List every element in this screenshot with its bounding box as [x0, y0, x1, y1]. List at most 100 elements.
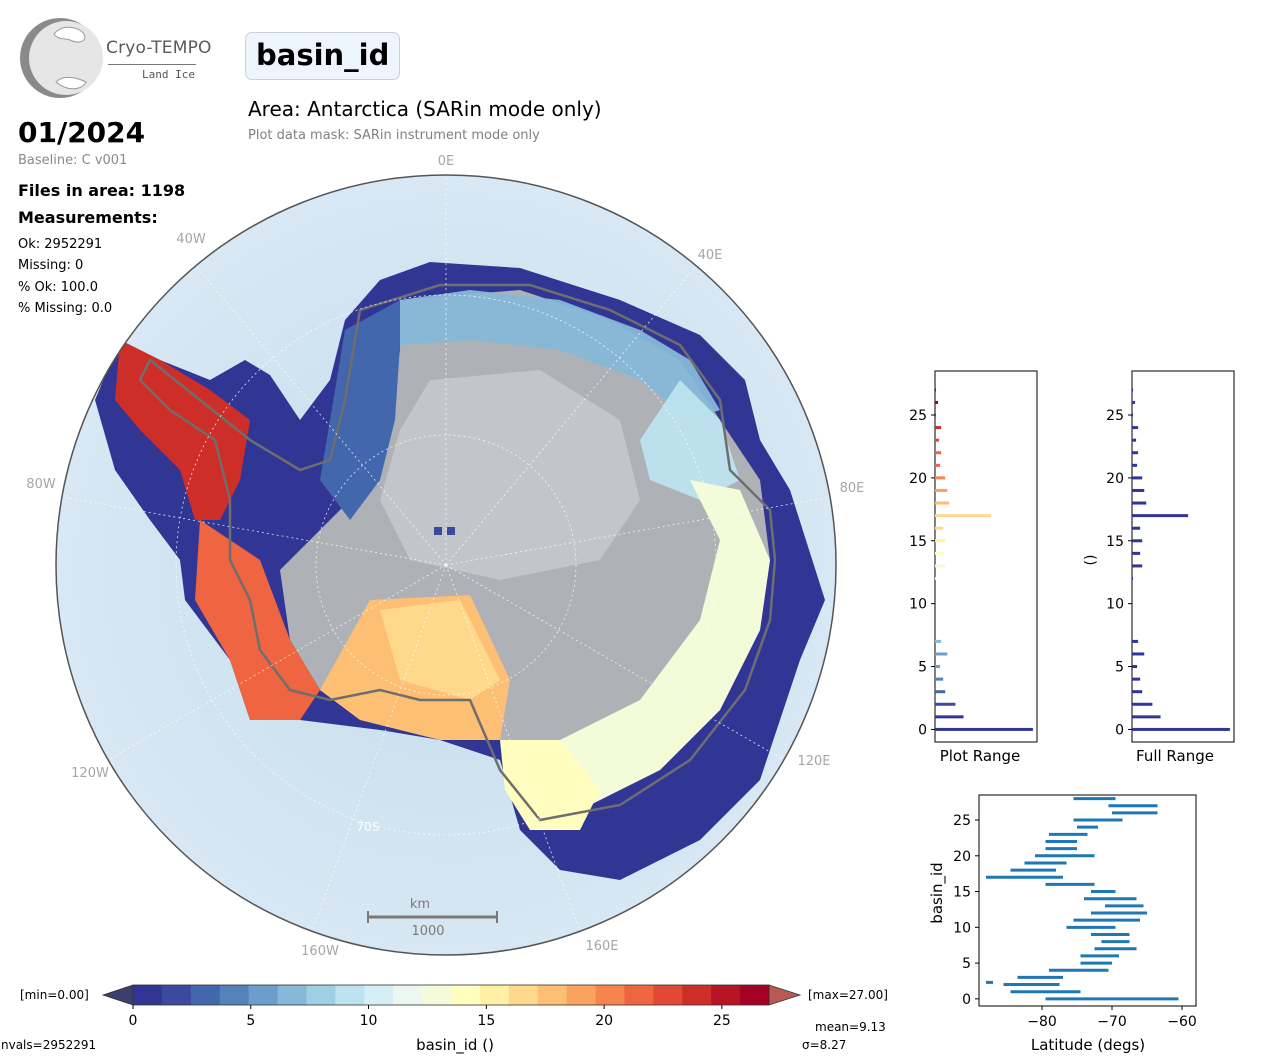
sigma-label: σ=8.27: [802, 1038, 846, 1052]
colorbar-cell: [190, 985, 221, 1005]
full-range-bar: [1132, 413, 1134, 417]
full-range-bar: [1132, 539, 1143, 543]
full-range-ytick-label: 10: [1106, 597, 1124, 613]
colorbar-cell: [422, 985, 452, 1005]
date-label: 01/2024: [18, 116, 146, 149]
plot-range-bar: [935, 526, 944, 530]
nvals-label: nvals=2952291: [1, 1038, 96, 1052]
plot-range-bar: [935, 451, 942, 455]
moon-logo-icon: [20, 18, 103, 98]
pole-marker-2: [447, 527, 455, 535]
lon-label-80w: 80W: [26, 477, 56, 492]
plot-range-bar: [935, 727, 1033, 731]
latitude-chart-xtick-label: −80: [1027, 1014, 1057, 1030]
colorbar-cell: [248, 985, 279, 1005]
full-range-bar: [1132, 727, 1230, 731]
plot-range-bar: [935, 577, 937, 581]
full-range-ytick-label: 25: [1106, 408, 1124, 424]
plot-range-bar: [935, 413, 937, 417]
colorbar-max: [max=27.00]: [808, 988, 888, 1002]
graticule: [61, 175, 831, 932]
plot-range-bar: [935, 551, 944, 555]
full-range-bar: [1132, 388, 1134, 392]
plot-range-bar: [935, 677, 944, 681]
histogram-plot-range-xlabel: Plot Range: [940, 747, 1021, 765]
latitude-chart-ytick-label: 25: [953, 813, 971, 829]
full-range-ytick-label: 5: [1115, 660, 1124, 676]
colorbar-label: basin_id (): [416, 1036, 494, 1055]
colorbar-under-arrow: [101, 984, 134, 1006]
full-range-axes: [1131, 370, 1235, 743]
colorbar: [min=0.00] [max=27.00] 0 5 10 15 20 25 basin_…: [1, 984, 888, 1055]
histogram-full-range-ylabel: (): [1083, 555, 1099, 566]
ok-count: Ok: 2952291: [18, 237, 103, 252]
colorbar-cell: [595, 985, 625, 1005]
latitude-chart-ytick-label: 15: [953, 885, 971, 901]
full-range-bar: [1132, 639, 1139, 643]
basin-region-light-blue: [400, 290, 720, 420]
basin-region-red-orange: [195, 520, 320, 720]
plot-range-bar: [935, 690, 946, 694]
histogram-full-range: 0 5 10 15 20 25 Full Range (): [1083, 370, 1235, 765]
lon-label-80e: 80E: [840, 481, 865, 496]
latitude-chart-ytick-label: 5: [962, 956, 971, 972]
latitude-range-chart: −80 −70 −60 0 5 10 15 20 25 Latitude (degs) basi…: [928, 794, 1197, 1054]
logo-title: Cryo-TEMPO: [106, 38, 212, 58]
colorbar-cell: [335, 985, 365, 1005]
plot-range-bar: [935, 438, 940, 442]
ice-highlight: [380, 370, 640, 580]
basin-region-light-orange: [380, 600, 500, 700]
basin-region-pale-yellow: [510, 480, 770, 820]
lon-label-40e: 40E: [698, 248, 723, 263]
full-range-bar: [1132, 564, 1143, 568]
longitude-labels: 0E 40E 80E 120E 160E 160W 120W 80W 40W: [26, 154, 864, 959]
plot-range-bar: [935, 514, 992, 518]
latitude-chart-ytick-label: 10: [953, 920, 971, 936]
colorbar-tick-label: 20: [595, 1013, 613, 1029]
full-range-bar: [1132, 677, 1141, 681]
latitude-chart-axes: [978, 794, 1197, 1007]
plot-range-axes: [934, 370, 1038, 743]
colorbar-cell: [451, 985, 481, 1005]
plot-range-bar: [935, 400, 939, 404]
colorbar-cell: [624, 985, 654, 1005]
lon-label-160w: 160W: [301, 944, 339, 959]
full-range-bar: [1132, 501, 1147, 505]
basin-region-steel-blue: [320, 300, 400, 520]
lat-label-70s: 70S: [357, 820, 380, 834]
scale-unit: km: [410, 897, 430, 912]
colorbar-tick-label: 25: [713, 1013, 731, 1029]
colorbar-cell: [711, 985, 741, 1005]
plot-range-ytick-label: 0: [918, 722, 927, 738]
basin-region-light-yellow: [500, 740, 600, 830]
lon-label-0e: 0E: [438, 154, 455, 169]
colorbar-cell: [364, 985, 394, 1005]
area-title: Area: Antarctica (SARin mode only): [248, 97, 602, 121]
full-range-bar: [1132, 690, 1143, 694]
plot-range-bar: [935, 539, 946, 543]
colorbar-cell: [566, 985, 597, 1005]
plot-range-ytick-label: 15: [909, 534, 927, 550]
full-range-bar: [1132, 551, 1141, 555]
colorbar-tick-label: 15: [477, 1013, 495, 1029]
full-range-bar: [1132, 514, 1189, 518]
colorbar-cell: [479, 985, 510, 1005]
colorbar-tick-label: 0: [129, 1013, 138, 1029]
full-range-bar: [1132, 451, 1139, 455]
histogram-plot-range: 0 5 10 15 20 25 Plot Range: [909, 370, 1038, 765]
latitude-chart-xlabel: Latitude (degs): [1031, 1036, 1145, 1054]
logo-divider: [108, 64, 196, 65]
colorbar-cell: [682, 985, 712, 1005]
missing-count: Missing: 0: [18, 258, 84, 273]
plot-range-bar: [935, 463, 941, 467]
lon-label-40w: 40W: [176, 232, 206, 247]
colorbar-over-arrow: [768, 984, 802, 1006]
colorbar-cell: [508, 985, 539, 1005]
full-range-bar: [1132, 476, 1143, 480]
colorbar-cell: [740, 985, 770, 1005]
plot-range-bar: [935, 426, 942, 430]
plot-range-bar: [935, 639, 942, 643]
plot-range-bar: [935, 652, 948, 656]
colorbar-cell: [537, 985, 568, 1005]
